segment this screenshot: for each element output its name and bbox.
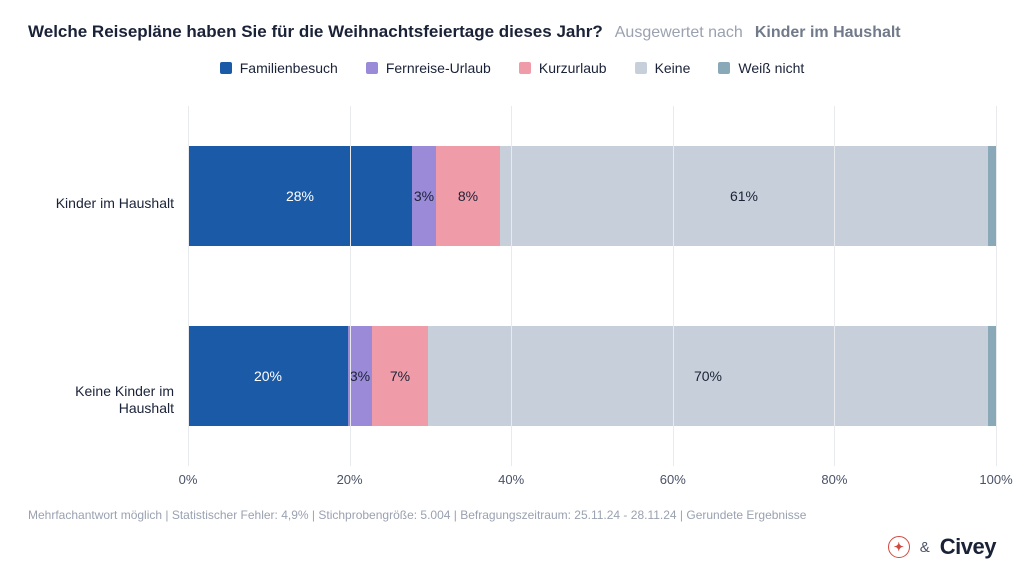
chart-subtitle-label: Ausgewertet nach [615,24,743,42]
chart-title: Welche Reisepläne haben Sie für die Weih… [28,22,603,42]
plot-wrap: 28%3%8%61%20%3%7%70% 0%20%40%60%80%100% [188,106,996,498]
legend-swatch [366,62,378,74]
bar-segment: 20% [188,326,348,426]
legend-swatch [718,62,730,74]
chart-header: Welche Reisepläne haben Sie für die Weih… [28,22,996,42]
legend-swatch [635,62,647,74]
legend-label: Familienbesuch [240,60,338,76]
legend-label: Fernreise-Urlaub [386,60,491,76]
x-axis-tick: 60% [660,472,686,487]
chart-footer-note: Mehrfachantwort möglich | Statistischer … [28,508,996,522]
bar-segment: 28% [188,146,412,246]
gridline [996,106,997,466]
x-axis-tick: 20% [337,472,363,487]
bar-segment: 7% [372,326,428,426]
bar-segment [988,146,996,246]
legend-item: Kurzurlaub [519,60,607,76]
legend-swatch [220,62,232,74]
gridline [673,106,674,466]
x-axis: 0%20%40%60%80%100% [188,472,996,498]
branding: ✦ & Civey [28,534,996,560]
x-axis-tick: 0% [179,472,198,487]
bar-segment [988,326,996,426]
y-axis-label: Keine Kinder im Haushalt [28,302,188,498]
bar-segment: 8% [436,146,500,246]
chart-container: Welche Reisepläne haben Sie für die Weih… [0,0,1024,576]
bar-segment: 3% [348,326,372,426]
chart-subtitle-value: Kinder im Haushalt [755,24,901,42]
y-axis-labels: Kinder im HaushaltKeine Kinder im Hausha… [28,106,188,498]
bar-segment: 61% [500,146,988,246]
legend-item: Weiß nicht [718,60,804,76]
chart-legend: Familienbesuch Fernreise-Urlaub Kurzurlaub… [28,60,996,76]
x-axis-tick: 40% [498,472,524,487]
ampersand: & [920,539,930,556]
legend-item: Familienbesuch [220,60,338,76]
bar-row: 28%3%8%61% [188,106,996,286]
stacked-bar: 20%3%7%70% [188,326,996,426]
legend-item: Keine [635,60,691,76]
gridline [511,106,512,466]
plot: 28%3%8%61%20%3%7%70% [188,106,996,466]
stacked-bar: 28%3%8%61% [188,146,996,246]
bars-layer: 28%3%8%61%20%3%7%70% [188,106,996,466]
bar-segment: 3% [412,146,436,246]
gridline [834,106,835,466]
legend-label: Keine [655,60,691,76]
partner-logo-icon: ✦ [888,536,910,558]
gridline [188,106,189,466]
chart-plot-area: Kinder im HaushaltKeine Kinder im Hausha… [28,106,996,498]
legend-label: Kurzurlaub [539,60,607,76]
bar-row: 20%3%7%70% [188,286,996,466]
legend-label: Weiß nicht [738,60,804,76]
legend-item: Fernreise-Urlaub [366,60,491,76]
x-axis-tick: 80% [821,472,847,487]
legend-swatch [519,62,531,74]
y-axis-label: Kinder im Haushalt [28,106,188,302]
brand-name: Civey [940,534,996,560]
gridline [350,106,351,466]
x-axis-tick: 100% [979,472,1012,487]
